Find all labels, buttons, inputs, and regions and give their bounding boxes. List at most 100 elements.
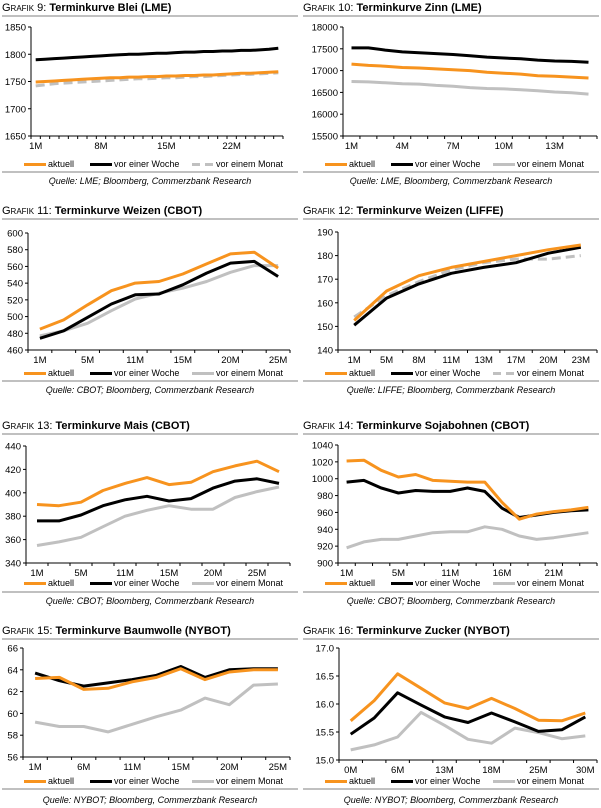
chart-legend: aktuell vor einer Woche vor einem Monat <box>2 577 298 589</box>
bottom-divider <box>2 380 298 382</box>
y-tick-label: 190 <box>317 228 333 239</box>
x-tick-label: 10M <box>495 141 514 152</box>
y-tick-label: 380 <box>5 512 21 523</box>
legend-label: vor einem Monat <box>517 578 585 588</box>
x-tick-label: 11M <box>116 568 134 579</box>
y-tick-label: 180 <box>317 251 333 262</box>
chart-panel-zucker: Grafik 16: Terminkurve Zucker (NYBOT) 15.… <box>303 623 599 808</box>
series-line-aktuell <box>353 243 582 322</box>
chart-panel-weizen-cbot: Grafik 11: Terminkurve Weizen (CBOT) 460 4… <box>2 203 298 403</box>
x-tick-label: 23M <box>572 355 591 366</box>
legend-label: vor einer Woche <box>415 578 481 588</box>
chart-title-text: Terminkurve Baumwolle (NYBOT) <box>55 625 231 637</box>
y-tick-label: 56 <box>7 753 18 764</box>
x-tick-label: 13M <box>474 355 493 366</box>
series-line-aktuell <box>346 458 589 521</box>
y-tick-label: 15.0 <box>316 756 335 767</box>
y-tick-label: 600 <box>7 229 23 240</box>
chart-title-text: Terminkurve Blei (LME) <box>49 2 172 14</box>
legend-label: vor einer Woche <box>114 776 180 786</box>
legend-label: vor einem Monat <box>216 159 284 169</box>
y-tick-label: 1700 <box>5 104 26 115</box>
chart-panel-mais: Grafik 13: Terminkurve Mais (CBOT) 340 360… <box>2 418 298 618</box>
legend-label: vor einer Woche <box>415 776 481 786</box>
x-tick-label: 15M <box>172 762 191 773</box>
legend-swatch <box>90 372 112 375</box>
title-divider <box>2 433 298 435</box>
y-tick-label: 17000 <box>312 66 338 77</box>
y-tick-label: 980 <box>317 491 333 502</box>
chart-source: Quelle: CBOT; Bloomberg, Commerzbank Res… <box>45 385 255 395</box>
chart-title-prefix: Grafik 13: <box>2 420 56 432</box>
y-tick-label: 1850 <box>5 23 26 34</box>
chart-panel-zinn: Grafik 10: Terminkurve Zinn (LME) 15500 16… <box>303 0 599 192</box>
x-tick-label: 1M <box>33 355 46 366</box>
series-line-monat <box>350 710 586 752</box>
y-tick-label: 16500 <box>312 88 338 99</box>
chart-title-text: Terminkurve Mais (CBOT) <box>55 420 190 432</box>
chart-title: Grafik 13: Terminkurve Mais (CBOT) <box>2 420 190 432</box>
y-tick-label: 16.5 <box>316 672 335 683</box>
chart-title-prefix: Grafik 16: <box>303 625 357 637</box>
series-line-aktuell <box>36 459 280 508</box>
x-tick-label: 0M <box>344 765 357 776</box>
title-divider <box>2 638 298 640</box>
x-tick-label: 21M <box>545 568 564 579</box>
x-tick-label: 20M <box>220 762 239 773</box>
legend-swatch <box>493 372 515 375</box>
y-tick-label: 170 <box>317 275 333 286</box>
legend-swatch <box>90 582 112 585</box>
y-tick-label: 520 <box>7 295 23 306</box>
chart-title-text: Terminkurve Zucker (NYBOT) <box>356 625 510 637</box>
chart-title: Grafik 16: Terminkurve Zucker (NYBOT) <box>303 625 510 637</box>
y-tick-label: 580 <box>7 245 23 256</box>
chart-title-prefix: Grafik 12: <box>303 205 357 217</box>
x-tick-label: 1M <box>340 568 353 579</box>
y-tick-label: 1800 <box>5 50 26 61</box>
legend-swatch <box>192 582 214 585</box>
x-tick-label: 7M <box>446 141 459 152</box>
legend-label: aktuell <box>349 368 376 378</box>
y-tick-label: 160 <box>317 298 333 309</box>
chart-title-prefix: Grafik 9: <box>2 2 50 14</box>
x-tick-label: 25M <box>269 762 288 773</box>
x-tick-label: 1M <box>348 355 361 366</box>
chart-title-text: Terminkurve Zinn (LME) <box>356 2 482 14</box>
legend-swatch <box>325 372 347 375</box>
legend-swatch <box>24 372 46 375</box>
chart-legend: aktuell vor einer Woche vor einem Monat <box>303 775 599 787</box>
chart-source: Quelle: CBOT; Bloomberg, Commerzbank Res… <box>45 596 255 606</box>
y-tick-label: 16000 <box>312 110 338 121</box>
bottom-divider <box>2 171 298 173</box>
x-tick-label: 13M <box>435 765 454 776</box>
y-tick-label: 540 <box>7 279 23 290</box>
y-tick-label: 460 <box>7 346 23 357</box>
x-tick-label: 6M <box>391 765 404 776</box>
bottom-divider <box>303 788 599 790</box>
y-tick-label: 420 <box>5 465 21 476</box>
legend-swatch <box>325 582 347 585</box>
line-chart: 140 150 160 170 180 190 1M 5M 8M 11M 13M 17M 20M 23M <box>317 228 598 366</box>
y-tick-label: 140 <box>317 346 333 357</box>
series-line-monat <box>346 525 589 550</box>
legend-swatch <box>493 780 515 783</box>
x-tick-label: 16M <box>493 568 512 579</box>
legend-label: aktuell <box>48 578 75 588</box>
legend-swatch <box>493 163 515 166</box>
chart-legend: aktuell vor einer Woche vor einem Monat <box>303 577 599 589</box>
chart-title-text: Terminkurve Sojabohnen (CBOT) <box>356 420 530 432</box>
chart-source: Quelle: NYBOT; Bloomberg, Commerzbank Re… <box>343 795 559 805</box>
x-tick-label: 1M <box>29 762 42 773</box>
title-divider <box>2 218 298 220</box>
x-tick-label: 11M <box>126 355 144 366</box>
x-tick-label: 20M <box>539 355 558 366</box>
title-divider <box>303 638 599 640</box>
x-tick-label: 22M <box>222 141 241 152</box>
legend-label: vor einem Monat <box>517 776 585 786</box>
legend-swatch <box>325 163 347 166</box>
series-line-woche <box>351 46 589 64</box>
legend-swatch <box>391 372 413 375</box>
legend-swatch <box>90 163 112 166</box>
chart-title-prefix: Grafik 10: <box>303 2 357 14</box>
legend-label: vor einer Woche <box>114 368 180 378</box>
